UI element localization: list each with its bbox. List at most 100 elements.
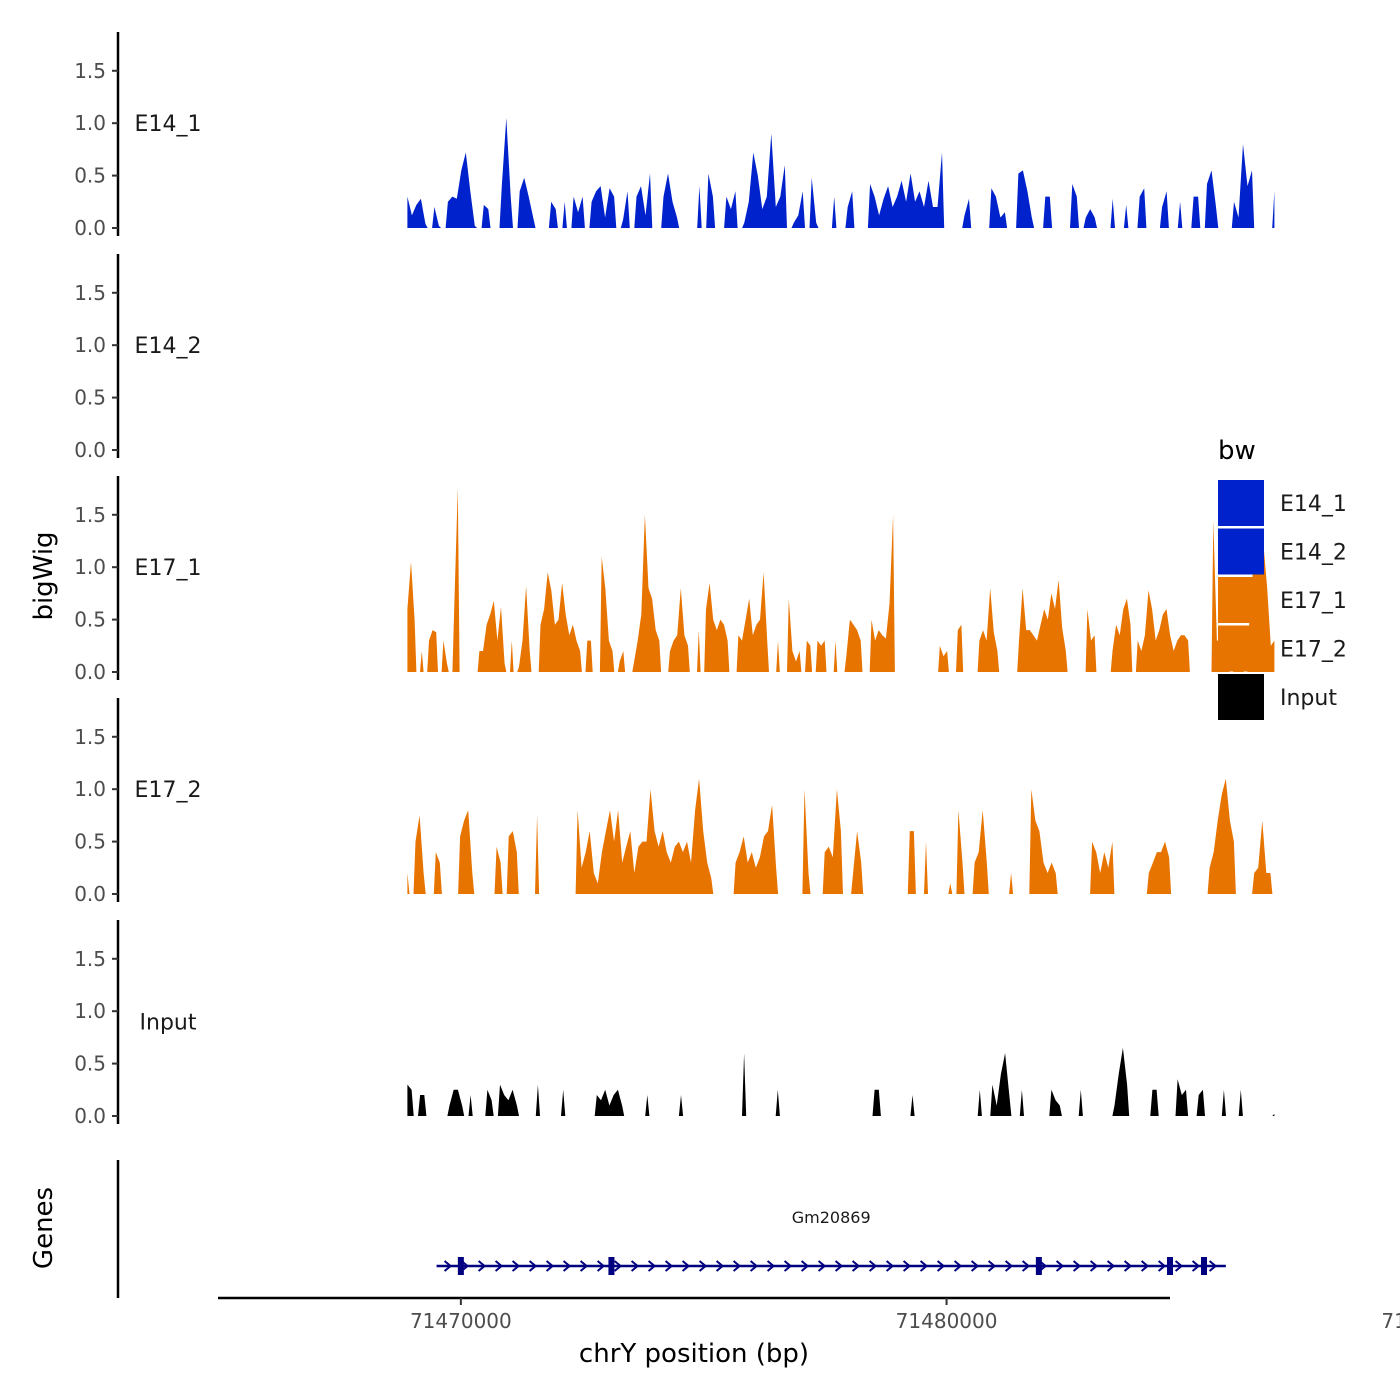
strand-arrow (834, 1260, 844, 1272)
y-tick-label: 1.0 (74, 555, 106, 579)
legend-title: bw (1218, 436, 1256, 466)
signal-area-E17_2 (407, 778, 1273, 894)
strand-arrow (953, 1260, 963, 1272)
y-tick-label: 0.0 (74, 660, 106, 684)
y-tick-label: 0.5 (74, 830, 106, 854)
strand-arrow (1208, 1260, 1218, 1272)
strand-arrow (987, 1260, 997, 1272)
y-tick-label: 0.0 (74, 882, 106, 906)
strand-arrow (1089, 1260, 1099, 1272)
y-tick-label: 1.5 (74, 947, 106, 971)
exon (1167, 1257, 1173, 1275)
genes-axis-title: Genes (29, 1187, 59, 1269)
legend-swatch-E14_1 (1218, 480, 1264, 526)
strand-arrow (579, 1260, 589, 1272)
strand-arrow (732, 1260, 742, 1272)
y-tick-label: 0.5 (74, 164, 106, 188)
exon (1201, 1257, 1207, 1275)
strand-arrow (1191, 1260, 1201, 1272)
strand-arrow (1021, 1260, 1031, 1272)
y-tick-label: 0.0 (74, 438, 106, 462)
y-tick-label: 0.0 (74, 216, 106, 240)
strand-arrow (919, 1260, 929, 1272)
exon (608, 1257, 615, 1275)
strand-arrow (1140, 1260, 1150, 1272)
strand-arrow (1106, 1260, 1116, 1272)
strand-arrow (477, 1260, 487, 1272)
legend-label-Input: Input (1280, 686, 1337, 711)
legend-swatch-E17_2 (1218, 625, 1264, 672)
gene-name-label: Gm20869 (792, 1208, 871, 1227)
strand-arrow (494, 1260, 504, 1272)
track-panel-E14_1: 0.0 0.5 1.0 1.5 E14_1 (74, 32, 1275, 240)
y-tick-label: 0.5 (74, 386, 106, 410)
gene-track: Gm20869 (116, 1160, 1226, 1298)
strand-arrow (630, 1260, 640, 1272)
y-tick-label: 0.5 (74, 1052, 106, 1076)
legend-label-E14_1: E14_1 (1280, 492, 1347, 517)
tracks-layer: 0.0 0.5 1.0 1.5 E14_1 0.0 0.5 1.0 1.5 E14_2 0.0 0.5… (74, 32, 1275, 1128)
strand-arrow (511, 1260, 521, 1272)
strand-arrow (1157, 1260, 1167, 1272)
strand-arrow (1072, 1260, 1082, 1272)
legend-label-E14_2: E14_2 (1280, 541, 1347, 566)
signal-area-E14_1 (407, 117, 1275, 228)
y-tick-label: 0.0 (74, 1104, 106, 1128)
track-label-E17_1: E17_1 (135, 556, 202, 581)
y-tick-label: 1.5 (74, 503, 106, 527)
strand-arrow (783, 1260, 793, 1272)
x-tick-label: 71490000 (1381, 1309, 1400, 1333)
legend-label-E17_2: E17_2 (1280, 638, 1347, 663)
strand-arrow (936, 1260, 946, 1272)
strand-arrow (647, 1260, 657, 1272)
strand-arrow (698, 1260, 708, 1272)
strand-arrow (817, 1260, 827, 1272)
track-panel-Input: 0.0 0.5 1.0 1.5 Input (74, 920, 1275, 1128)
strand-arrow (664, 1260, 674, 1272)
legend-swatch-E14_2 (1218, 528, 1264, 575)
strand-arrow (800, 1260, 810, 1272)
legend-swatch-Input (1218, 674, 1264, 720)
y-tick-label: 1.0 (74, 777, 106, 801)
y-tick-label: 1.0 (74, 333, 106, 357)
y-tick-label: 1.5 (74, 281, 106, 305)
strand-arrow (613, 1260, 623, 1272)
track-label-E14_1: E14_1 (135, 112, 202, 137)
legend-swatch-E17_1 (1218, 577, 1264, 623)
track-label-Input: Input (140, 1011, 197, 1036)
x-axis: 71470000 71480000 71490000 (218, 1296, 1400, 1333)
y-tick-label: 1.0 (74, 111, 106, 135)
signal-area-Input (407, 1047, 1275, 1116)
track-label-E14_2: E14_2 (135, 334, 202, 359)
strand-arrow (1174, 1260, 1184, 1272)
strand-arrow (766, 1260, 776, 1272)
y-tick-label: 0.5 (74, 608, 106, 632)
strand-arrow (902, 1260, 912, 1272)
strand-arrow (715, 1260, 725, 1272)
strand-arrow (562, 1260, 572, 1272)
y-tick-label: 1.5 (74, 59, 106, 83)
track-panel-E17_2: 0.0 0.5 1.0 1.5 E17_2 (74, 698, 1273, 906)
y-tick-label: 1.5 (74, 725, 106, 749)
exon (1035, 1257, 1042, 1275)
strand-arrow (885, 1260, 895, 1272)
legend: bw E14_1 E14_2 E17_1 E17_2 Input (1218, 436, 1347, 720)
strand-arrow (1004, 1260, 1014, 1272)
strand-arrow (1123, 1260, 1133, 1272)
x-axis-title: chrY position (bp) (579, 1339, 809, 1369)
y-axis-title: bigWig (29, 531, 59, 620)
track-panel-E14_2: 0.0 0.5 1.0 1.5 E14_2 (74, 254, 201, 462)
exon (457, 1257, 464, 1275)
x-tick-label: 71470000 (410, 1309, 512, 1333)
strand-arrow (851, 1260, 861, 1272)
strand-arrow (749, 1260, 759, 1272)
strand-arrow (528, 1260, 538, 1272)
legend-label-E17_1: E17_1 (1280, 589, 1347, 614)
strand-arrow (1055, 1260, 1065, 1272)
strand-arrow (868, 1260, 878, 1272)
strand-arrow (681, 1260, 691, 1272)
track-panel-E17_1: 0.0 0.5 1.0 1.5 E17_1 (74, 476, 1275, 684)
signal-area-E17_1 (407, 487, 1275, 672)
strand-arrow (443, 1260, 453, 1272)
